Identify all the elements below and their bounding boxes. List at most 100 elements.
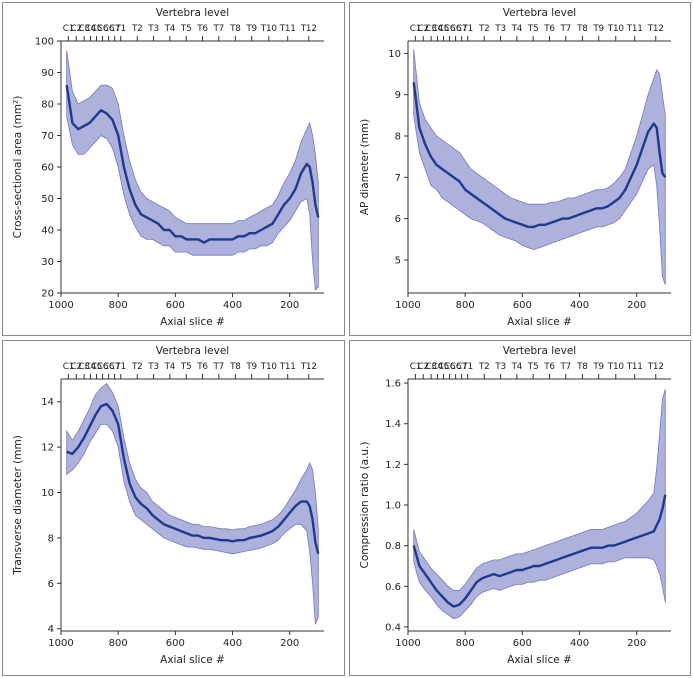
vertebra-label: C6 [444,362,456,372]
y-tick-label: 0.8 [385,541,401,552]
vertebra-label: T12 [300,362,317,372]
y-tick-label: 20 [41,289,54,300]
vertebra-label: C1 [63,362,74,372]
vertebra-label: T12 [647,362,664,372]
vertebra-label: C6 [450,24,462,34]
vertebra-label: T1 [461,362,473,372]
vertebra-label: T7 [213,362,225,372]
vertebra-label: C7 [109,24,120,34]
vertebra-label: C2 [418,362,429,372]
confidence-band [413,389,666,620]
vertebra-label: T9 [592,24,604,34]
vertebra-label: T11 [279,24,296,34]
chart-panel-cross-sectional-area: Vertebra level C1 C2 C3 C4 C5 C6 C6 C7 T1 T2 T3 T4 T5… [2,2,345,336]
vertebra-label: T1 [114,362,126,372]
vertebra-label: C5 [438,362,449,372]
vertebra-label: T9 [245,362,257,372]
vertebra-label: C6 [444,24,456,34]
y-tick-label: 50 [41,194,54,205]
x-tick-label: 600 [513,300,532,311]
vertebra-label: C5 [91,362,102,372]
y-tick-label: 30 [41,257,54,268]
confidence-band [413,49,666,285]
x-tick-label: 800 [109,638,128,649]
vertebra-label: T5 [527,24,539,34]
vertebra-label: T12 [300,24,317,34]
vertebra-label: T3 [147,24,159,34]
x-tick-label: 200 [280,300,299,311]
vertebra-label: C3 [78,24,89,34]
vertebra-label: C6 [450,362,462,372]
vertebra-label: T3 [494,24,506,34]
y-tick-label: 60 [41,163,54,174]
vertebra-label: T8 [576,362,588,372]
vertebra-label: T6 [196,362,208,372]
x-tick-label: 800 [109,300,128,311]
vertebra-label: T5 [180,24,192,34]
chart-panel-compression-ratio: Vertebra level C1 C2 C3 C4 C5 C6 C6 C7 T1 T2 T3 T4 T5… [349,340,691,676]
x-tick-label: 600 [166,638,185,649]
y-tick-label: 40 [41,226,54,237]
vertebra-label: C4 [85,24,97,34]
x-tick-label: 200 [627,300,646,311]
vertebra-label: T10 [260,24,278,34]
vertebra-label: T7 [560,24,572,34]
vertebra-label: T2 [478,362,490,372]
y-tick-label: 8 [48,533,54,544]
x-tick-label: 800 [456,638,475,649]
vertebra-label: T7 [213,24,225,34]
y-tick-label: 1.0 [385,501,401,512]
vertebra-label: C7 [456,362,467,372]
vertebra-label: C1 [63,24,74,34]
vertebra-label: T4 [511,362,523,372]
vertebra-label: C3 [78,362,89,372]
y-tick-label: 80 [41,100,54,111]
vertebra-label: C7 [456,24,467,34]
mean-line [412,82,667,229]
vertebra-label: C2 [71,362,82,372]
y-tick-label: 10 [41,488,54,499]
vertebra-label: T4 [164,362,176,372]
vertebra-label: T1 [114,24,126,34]
vertebra-label: T2 [131,362,143,372]
vertebra-label: T5 [527,362,539,372]
vertebra-label: C1 [410,24,421,34]
y-tick-label: 8 [395,132,401,143]
y-tick-label: 7 [395,173,401,184]
y-axis-title: Cross-sectional area (mm²) [12,96,24,239]
x-axis-title: Axial slice # [507,316,572,328]
y-tick-label: 12 [41,443,54,454]
vertebra-label: T3 [494,362,506,372]
y-tick-label: 1.4 [385,419,401,430]
vertebra-label: C6 [97,362,109,372]
vertebra-label: T6 [543,24,555,34]
vertebra-label: T1 [461,24,473,34]
x-axis-title: Axial slice # [160,316,225,328]
vertebra-label: T2 [131,24,143,34]
vertebra-label: T4 [511,24,523,34]
mean-line [65,84,320,244]
x-tick-label: 1000 [395,638,420,649]
y-axis-title: Compression ratio (a.u.) [359,442,371,569]
vertebra-label: C6 [97,24,109,34]
y-tick-label: 100 [35,37,54,48]
y-tick-label: 0.4 [385,622,401,633]
vertebra-label: T9 [245,24,257,34]
y-tick-label: 5 [395,255,401,266]
x-axis-title: Axial slice # [160,654,225,666]
y-tick-label: 14 [41,397,54,408]
x-tick-label: 200 [627,638,646,649]
mean-line [66,402,320,555]
vertebra-label: T11 [279,362,296,372]
chart-panel-ap-diameter: Vertebra level C1 C2 C3 C4 C5 C6 C6 C7 T1 T2 T3 T4 T5… [349,2,691,336]
x-tick-label: 1000 [48,300,73,311]
y-axis-title: AP diameter (mm) [359,119,371,215]
y-tick-label: 0.6 [385,582,401,593]
y-tick-label: 4 [48,624,54,635]
y-axis-title: Transverse diameter (mm) [12,435,24,576]
vertebra-label: C6 [103,362,115,372]
